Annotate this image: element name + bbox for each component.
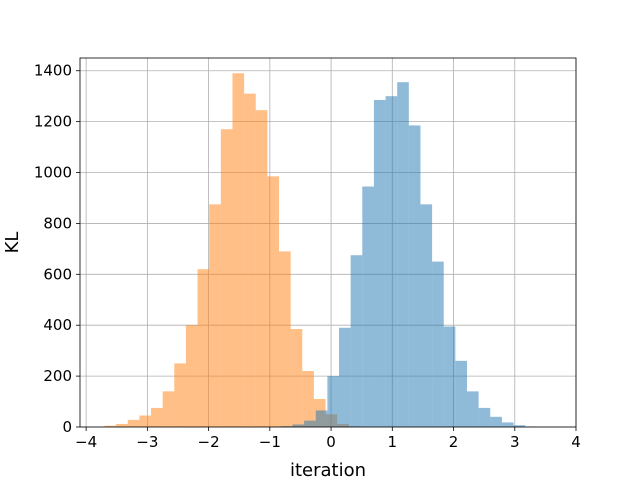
x-tick-label: −4 (75, 433, 97, 451)
histogram-bar-series-1 (302, 371, 314, 427)
histogram-bar-series-2 (350, 255, 363, 427)
x-tick-label: −1 (259, 433, 281, 451)
histogram-bar-series-1 (220, 129, 233, 427)
histogram-bar-series-1 (232, 73, 245, 427)
histogram-bar-series-1 (139, 415, 152, 427)
x-tick-label: −2 (198, 433, 220, 451)
y-tick-label: 800 (43, 214, 72, 232)
y-tick-label: 1000 (34, 164, 72, 182)
histogram-bar-series-1 (116, 423, 128, 427)
histogram-bar-series-2 (432, 261, 444, 427)
y-axis-label: KL (2, 232, 23, 254)
histogram-bar-series-1 (104, 425, 117, 427)
histogram-bar-series-2 (362, 186, 374, 427)
bars (104, 73, 537, 427)
histogram-bar-series-2 (513, 425, 526, 427)
histogram-bar-series-2 (315, 410, 328, 427)
histogram-bar-series-1 (267, 176, 280, 427)
x-tick-label: 4 (571, 433, 581, 451)
histogram-bar-series-2 (385, 96, 398, 427)
x-tick-label: 2 (449, 433, 459, 451)
histogram-bar-series-1 (127, 419, 140, 427)
histogram-bar-series-2 (443, 326, 456, 427)
histogram-bar-series-1 (185, 325, 198, 427)
histogram-bar-series-2 (478, 407, 491, 427)
histogram-bar-series-1 (255, 110, 268, 427)
histogram-bar-series-2 (327, 376, 340, 427)
histogram-bar-series-1 (197, 269, 210, 427)
y-tick-label: 200 (43, 367, 72, 385)
y-tick-label: 600 (43, 265, 72, 283)
histogram-bar-series-1 (244, 93, 256, 427)
histogram-bar-series-1 (209, 204, 221, 427)
y-tick-label: 1400 (34, 62, 72, 80)
plot-frame (79, 57, 577, 428)
ticks: −4 −3 −2 −1 0 1 2 3 4 0 200 400 600 800 1000 1200 1400 (34, 62, 581, 451)
x-tick-label: 3 (510, 433, 520, 451)
histogram-bar-series-2 (490, 416, 502, 427)
histogram-bar-series-1 (290, 329, 303, 427)
grid (80, 58, 577, 428)
y-tick-label: 1200 (34, 113, 72, 131)
histogram-bar-series-1 (174, 363, 186, 427)
histogram-bar-series-2 (339, 327, 351, 427)
x-axis-label: iteration (290, 460, 366, 480)
y-tick-label: 400 (43, 316, 72, 334)
histogram-bar-series-1 (162, 391, 175, 427)
histogram-bar-series-2 (397, 82, 409, 427)
histogram-bar-series-2 (373, 99, 386, 427)
histogram-bar-series-2 (467, 391, 479, 427)
histogram-bar-series-1 (279, 251, 291, 427)
histogram-bar-series-2 (304, 420, 316, 427)
histogram-bar-series-2 (455, 360, 468, 427)
x-tick-label: 1 (388, 433, 398, 451)
y-tick-label: 0 (62, 418, 72, 436)
histogram-bar-series-2 (408, 125, 421, 427)
x-tick-label: −3 (136, 433, 158, 451)
histogram-bar-series-2 (501, 422, 514, 427)
histogram-bar-series-2 (292, 424, 305, 427)
x-tick-label: 0 (326, 433, 336, 451)
histogram-bar-series-2 (420, 204, 433, 427)
histogram-bar-series-1 (151, 407, 163, 427)
